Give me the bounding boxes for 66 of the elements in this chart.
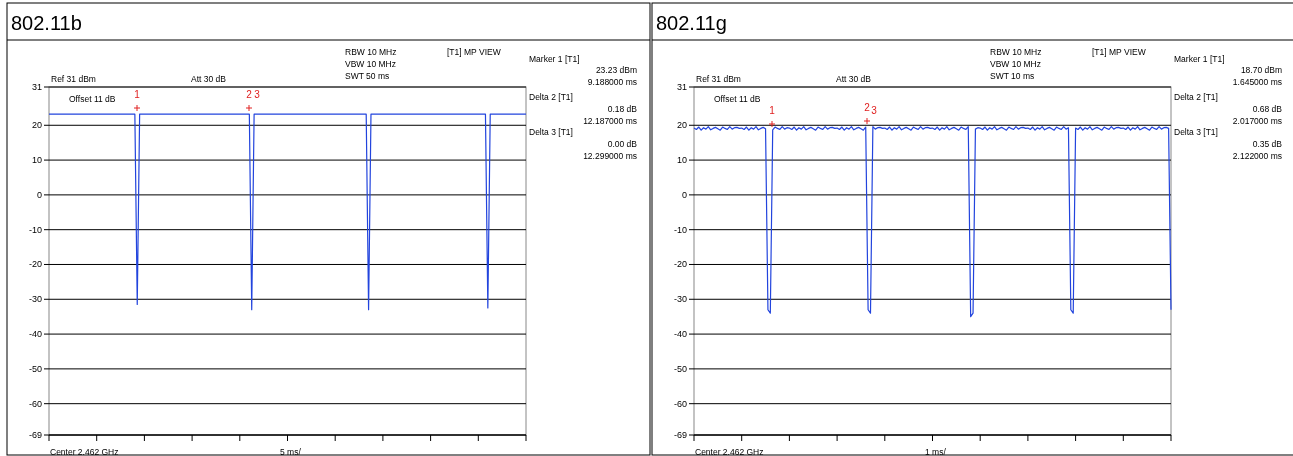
text: 9.188000 ms: [587, 77, 637, 87]
text: 12.187000 ms: [583, 116, 637, 126]
text: 1 ms/: [925, 447, 947, 456]
text: 12.299000 ms: [583, 151, 637, 161]
text: 18.70 dBm: [1240, 65, 1282, 75]
text: Delta 2 [T1]: [529, 92, 573, 102]
text: Center 2.462 GHz: [695, 447, 764, 456]
annotation: Offset 11 dB: [714, 94, 761, 104]
annotation: 2: [246, 89, 253, 100]
text: VBW 10 MHz: [990, 59, 1042, 69]
y-tick-label: 20: [31, 120, 42, 131]
text: RBW 10 MHz: [345, 47, 397, 57]
text: Marker 1 [T1]: [1174, 54, 1225, 64]
text: Att 30 dB: [191, 74, 227, 84]
text: Center 2.462 GHz: [50, 447, 119, 456]
text: SWT 50 ms: [345, 71, 390, 81]
y-tick-label: -69: [673, 430, 687, 440]
y-tick-label: -50: [28, 363, 42, 374]
chart-title: 802.11g: [656, 12, 727, 34]
text: Delta 3 [T1]: [1174, 127, 1218, 137]
annotation: 1: [134, 89, 141, 100]
text: 0.18 dB: [607, 104, 638, 114]
text: 2.122000 ms: [1232, 151, 1282, 161]
y-tick-label: -69: [28, 430, 42, 440]
text: RBW 10 MHz: [990, 47, 1042, 57]
y-tick-label: -50: [673, 363, 687, 374]
y-tick-label: 0: [36, 189, 42, 200]
annotation: Offset 11 dB: [69, 94, 116, 104]
text: 2.017000 ms: [1232, 116, 1282, 126]
annotation: 1: [769, 105, 776, 116]
text: [T1] MP VIEW: [447, 47, 501, 57]
text: VBW 10 MHz: [345, 59, 397, 69]
y-tick-label: 31: [31, 82, 42, 92]
text: 1.645000 ms: [1232, 77, 1282, 87]
text: SWT 10 ms: [990, 71, 1035, 81]
text: 0.35 dB: [1252, 139, 1283, 149]
y-tick-label: 0: [681, 189, 687, 200]
y-tick-label: -20: [673, 259, 687, 270]
annotation: 2: [864, 102, 871, 113]
chart-title: 802.11b: [11, 12, 82, 34]
text: 0.00 dB: [607, 139, 638, 149]
annotation: 3: [254, 89, 261, 100]
y-tick-label: -20: [28, 259, 42, 270]
y-tick-label: -60: [28, 398, 42, 409]
text: Delta 3 [T1]: [529, 127, 573, 137]
text: [T1] MP VIEW: [1092, 47, 1146, 57]
text: Att 30 dB: [836, 74, 872, 84]
y-tick-label: -30: [673, 294, 687, 305]
y-tick-label: -40: [673, 329, 687, 340]
y-tick-label: -10: [673, 224, 687, 235]
text: Ref 31 dBm: [51, 74, 96, 84]
text: 23.23 dBm: [595, 65, 637, 75]
y-tick-label: -10: [28, 224, 42, 235]
y-tick-label: 20: [676, 120, 687, 131]
y-tick-label: 31: [676, 82, 687, 92]
text: Delta 2 [T1]: [1174, 92, 1218, 102]
text: 5 ms/: [280, 447, 302, 456]
text: Marker 1 [T1]: [529, 54, 580, 64]
y-tick-label: -30: [28, 294, 42, 305]
y-tick-label: 10: [31, 155, 42, 166]
annotation: 3: [871, 105, 878, 116]
text: Ref 31 dBm: [696, 74, 741, 84]
y-tick-label: -40: [28, 329, 42, 340]
y-tick-label: -60: [673, 398, 687, 409]
y-tick-label: 10: [676, 155, 687, 166]
text: 0.68 dB: [1252, 104, 1283, 114]
